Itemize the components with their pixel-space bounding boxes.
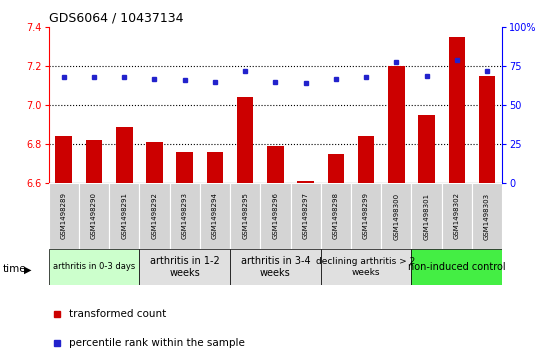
Text: GSM1498293: GSM1498293 [181,192,188,240]
Text: arthritis in 1-2
weeks: arthritis in 1-2 weeks [150,256,220,278]
Text: GSM1498297: GSM1498297 [302,192,309,240]
Text: arthritis in 0-3 days: arthritis in 0-3 days [53,262,135,271]
Bar [449,37,465,363]
Text: GSM1498291: GSM1498291 [121,192,127,240]
Bar [230,183,260,249]
Bar [139,249,230,285]
Bar [267,146,284,363]
Bar [479,76,495,363]
Bar [230,249,321,285]
Bar [200,183,230,249]
Bar [472,183,502,249]
Bar [177,152,193,363]
Bar [418,115,435,363]
Bar [86,140,102,363]
Bar [146,142,163,363]
Text: time: time [3,264,26,274]
Bar [79,183,109,249]
Text: GDS6064 / 10437134: GDS6064 / 10437134 [49,12,183,25]
Bar [116,127,132,363]
Text: GSM1498303: GSM1498303 [484,192,490,240]
Text: arthritis in 3-4
weeks: arthritis in 3-4 weeks [241,256,310,278]
Text: non-induced control: non-induced control [408,262,505,272]
Bar [109,183,139,249]
Text: GSM1498294: GSM1498294 [212,192,218,240]
Text: GSM1498298: GSM1498298 [333,192,339,240]
Bar [351,183,381,249]
Bar [291,183,321,249]
Text: GSM1498292: GSM1498292 [151,192,158,240]
Text: GSM1498299: GSM1498299 [363,192,369,240]
Bar [260,183,291,249]
Text: GSM1498290: GSM1498290 [91,192,97,240]
Text: GSM1498296: GSM1498296 [272,192,279,240]
Text: GSM1498302: GSM1498302 [454,192,460,240]
Bar [411,183,442,249]
Bar [298,182,314,363]
Text: GSM1498300: GSM1498300 [393,192,400,240]
Text: percentile rank within the sample: percentile rank within the sample [69,338,245,348]
Text: GSM1498289: GSM1498289 [60,192,67,240]
Text: declining arthritis > 2
weeks: declining arthritis > 2 weeks [316,257,416,277]
Bar [49,249,139,285]
Text: GSM1498301: GSM1498301 [423,192,430,240]
Bar [56,136,72,363]
Bar [49,183,79,249]
Bar [411,249,502,285]
Bar [170,183,200,249]
Bar [207,152,223,363]
Bar [321,183,351,249]
Text: GSM1498295: GSM1498295 [242,192,248,240]
Text: transformed count: transformed count [69,309,166,319]
Bar [381,183,411,249]
Bar [321,249,411,285]
Text: ▶: ▶ [24,264,32,274]
Bar [237,98,253,363]
Bar [358,136,374,363]
Bar [139,183,170,249]
Bar [442,183,472,249]
Bar [328,154,344,363]
Bar [388,66,404,363]
